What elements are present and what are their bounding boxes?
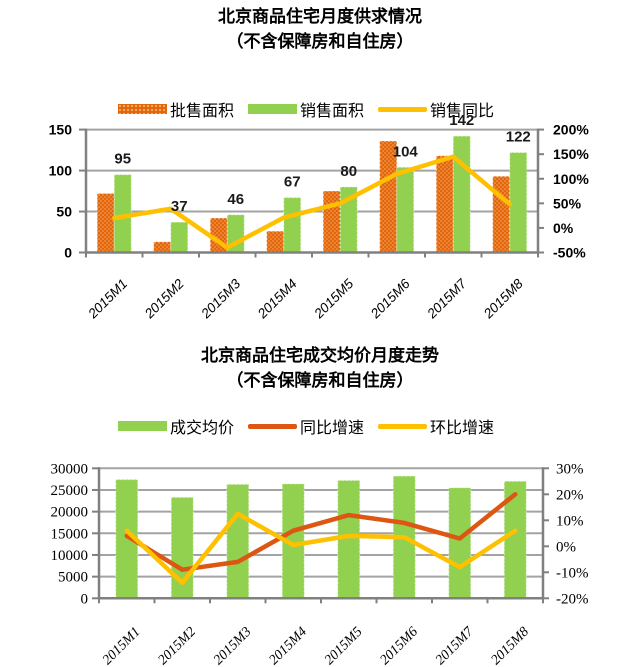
data-label-sales-area-2015M6: 104	[393, 143, 419, 160]
legend-item-avg-price: 成交均价	[118, 414, 234, 438]
right-axis-label: 150%	[553, 146, 589, 162]
legend-swatch-mom-growth	[378, 423, 428, 429]
bar-sales-area-2015M2	[170, 221, 189, 253]
supply-demand-chart: 0 50 100 150 -50% 0% 50% 100% 150% 200% 95 37 46 67 80…	[49, 112, 590, 322]
left-axis-label: 20000	[51, 505, 89, 521]
bar-sales-area-2015M6	[396, 166, 415, 253]
left-axis-label: 0	[81, 591, 89, 607]
x-tick-label-2015M1: 2015M1	[85, 276, 131, 322]
bar-approval-area-2015M5	[322, 190, 341, 254]
legend-label-sales-area: 销售面积	[300, 103, 365, 120]
bar-approval-area-2015M1	[96, 193, 115, 253]
x-tick-label-2015M5: 2015M5	[322, 625, 366, 667]
bar-approval-area-2015M2	[153, 241, 172, 253]
legend-swatch-sales-yoy	[378, 106, 428, 112]
data-label-sales-area-2015M5: 80	[340, 163, 357, 180]
right-axis-label: 10%	[556, 513, 584, 529]
data-label-sales-area-2015M2: 37	[171, 198, 188, 215]
legend-item-yoy-growth: 同比增速	[248, 414, 364, 438]
legend-item-approval-area: 批售面积	[118, 97, 234, 121]
chart2-title: 北京商品住宅成交均价月度走势	[201, 346, 439, 365]
right-axis-label: 50%	[553, 195, 582, 211]
legend-swatch-approval-area	[118, 104, 167, 114]
right-axis-label: -10%	[556, 565, 589, 581]
line-sales-yoy	[112, 154, 512, 250]
x-tick-label-2015M3: 2015M3	[198, 276, 244, 322]
left-axis-label: 10000	[51, 548, 89, 564]
data-label-sales-area-2015M4: 67	[284, 174, 301, 191]
left-axis-label: 50	[56, 204, 72, 220]
legend-item-sales-yoy: 销售同比	[378, 97, 494, 121]
right-axis-label: 20%	[556, 487, 584, 503]
data-label-sales-area-2015M3: 46	[227, 191, 244, 208]
left-axis-label: 30000	[51, 461, 89, 477]
x-tick-label-2015M5: 2015M5	[311, 276, 357, 322]
data-label-sales-area-2015M8: 122	[506, 129, 531, 146]
bar-avg-price-2015M4	[281, 483, 305, 599]
bar-sales-area-2015M8	[509, 152, 528, 253]
left-axis-label: 25000	[51, 483, 89, 499]
legend-swatch-yoy-growth	[248, 423, 298, 429]
right-axis-label: 100%	[553, 171, 589, 187]
x-tick-label-2015M7: 2015M7	[433, 624, 477, 667]
legend-label-sales-yoy: 销售同比	[430, 103, 495, 120]
x-tick-label-2015M1: 2015M1	[100, 625, 144, 667]
x-tick-label-2015M8: 2015M8	[480, 276, 526, 322]
x-tick-label-2015M4: 2015M4	[254, 276, 300, 322]
bar-sales-area-2015M4	[283, 197, 302, 253]
x-tick-label-2015M8: 2015M8	[488, 625, 532, 667]
chart1-subtitle: （不含保障房和自住房）	[226, 32, 414, 51]
right-axis-label: 30%	[556, 461, 584, 477]
legend-label-yoy-growth: 同比增速	[300, 420, 365, 437]
chart1-title: 北京商品住宅月度供求情况	[218, 7, 422, 26]
right-axis-label: 0%	[553, 220, 574, 236]
right-axis-label: -50%	[553, 245, 586, 261]
chart2-legend: 成交均价 同比增速 环比增速	[118, 414, 494, 438]
legend-label-avg-price: 成交均价	[170, 420, 235, 437]
bar-avg-price-2015M3	[226, 483, 250, 599]
x-tick-label-2015M3: 2015M3	[211, 625, 255, 667]
line-mom-growth	[124, 511, 518, 585]
x-tick-label-2015M6: 2015M6	[367, 276, 413, 322]
x-tick-label-2015M6: 2015M6	[377, 625, 421, 667]
chart2-subtitle: （不含保障房和自住房）	[226, 371, 414, 390]
x-tick-label-2015M4: 2015M4	[266, 625, 310, 667]
left-axis-label: 150	[49, 122, 73, 138]
right-axis-label: 200%	[553, 122, 589, 138]
bar-approval-area-2015M4	[266, 230, 285, 253]
left-axis-label: 0	[64, 245, 72, 261]
bar-sales-area-2015M7	[452, 135, 471, 253]
chart1-legend: 批售面积 销售面积 销售同比	[118, 97, 494, 121]
right-axis-label: -20%	[556, 591, 589, 607]
left-axis-label: 100	[49, 163, 73, 179]
bar-sales-area-2015M1	[113, 174, 132, 253]
legend-label-mom-growth: 环比增速	[430, 420, 495, 437]
legend-item-mom-growth: 环比增速	[378, 414, 494, 438]
bar-avg-price-2015M7	[448, 487, 472, 599]
bar-approval-area-2015M7	[435, 155, 454, 253]
left-axis-label: 15000	[51, 526, 89, 542]
legend-item-sales-area: 销售面积	[248, 97, 364, 121]
legend-label-approval-area: 批售面积	[170, 103, 235, 120]
avg-price-chart: 0 5000 10000 15000 20000 25000 30000 -20% -10% 0%…	[51, 461, 589, 667]
left-axis-label: 5000	[58, 570, 88, 586]
x-tick-label-2015M2: 2015M2	[155, 625, 199, 667]
x-tick-label-2015M7: 2015M7	[424, 276, 470, 322]
bar-approval-area-2015M8	[492, 175, 511, 253]
legend-swatch-sales-area	[248, 104, 298, 114]
data-label-sales-area-2015M1: 95	[114, 151, 131, 168]
right-axis-label: 0%	[556, 539, 576, 555]
x-tick-label-2015M2: 2015M2	[141, 276, 187, 322]
data-label-sales-area-2015M7: 142	[449, 112, 474, 129]
legend-swatch-avg-price	[118, 421, 167, 431]
